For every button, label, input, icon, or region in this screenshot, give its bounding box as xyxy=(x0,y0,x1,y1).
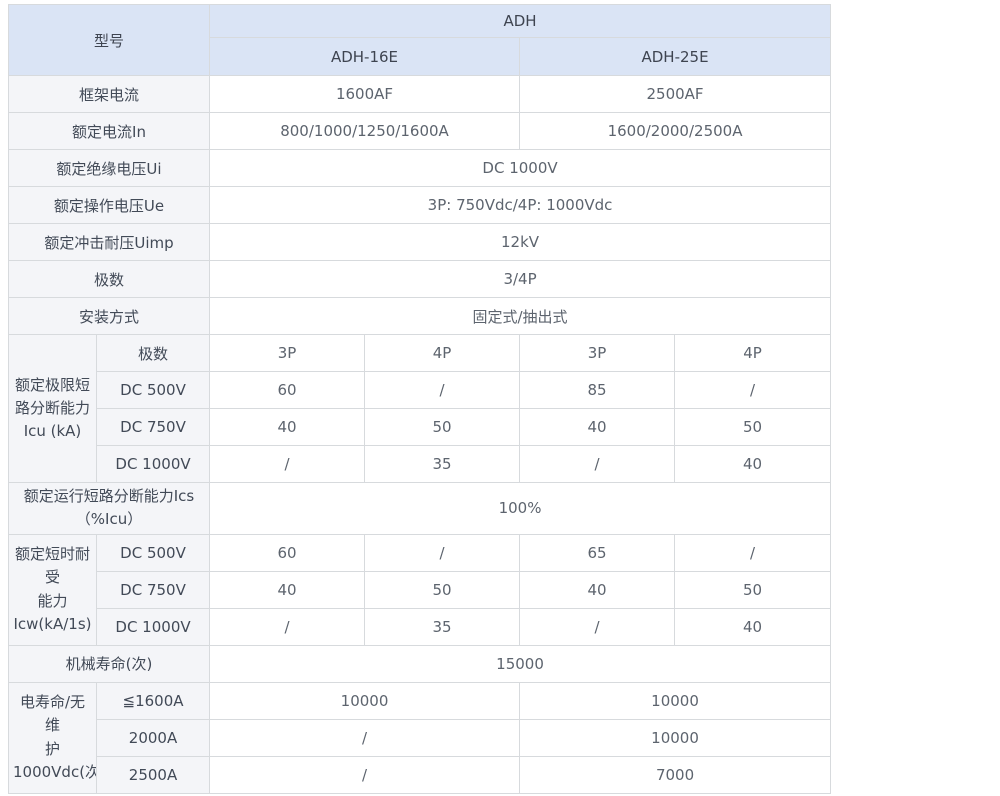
table-row: 2500A / 7000 xyxy=(9,755,832,794)
table-row: 额定运行短路分断能力Ics （%Icu） 100% xyxy=(7,482,832,535)
icu-dc1000-v3: / xyxy=(519,445,676,483)
icu-sub-label-dc1000: DC 1000V xyxy=(95,445,211,483)
table-row: 安装方式 固定式/抽出式 xyxy=(7,297,832,335)
icw-dc500-v3: 65 xyxy=(519,533,676,572)
icw-dc1000-v3: / xyxy=(519,607,676,646)
icw-dc750-v4: 50 xyxy=(674,570,832,609)
operating-voltage-value: 3P: 750Vdc/4P: 1000Vdc xyxy=(209,186,832,224)
insulation-voltage-value: DC 1000V xyxy=(209,149,832,187)
icu-dc500-v3: 85 xyxy=(519,371,676,409)
icu-dc500-v1: 60 xyxy=(209,371,366,409)
table-row: DC 500V 60 / 85 / xyxy=(9,371,832,409)
elife-sub-label-2000a: 2000A xyxy=(95,718,211,757)
table-row: 极数 3/4P xyxy=(7,260,832,298)
row-label-operating-voltage: 额定操作电压Ue xyxy=(7,186,211,224)
table-row: 框架电流 1600AF 2500AF xyxy=(7,75,832,113)
table-row: 额定极限短 路分断能力 Icu (kA) 极数 3P 4P 3P 4P xyxy=(8,334,832,483)
row-label-insulation-voltage: 额定绝缘电压Ui xyxy=(7,149,211,187)
icu-poles-25e-3p: 3P xyxy=(519,334,676,372)
row-label-frame-current: 框架电流 xyxy=(7,75,211,113)
icu-sub-label-dc750: DC 750V xyxy=(95,408,211,446)
icw-dc750-v3: 40 xyxy=(519,570,676,609)
row-label-rated-current: 额定电流In xyxy=(7,112,211,150)
table-row: 电寿命/无维 护 1000Vdc(次) ≦1600A 10000 10000 xyxy=(8,681,832,794)
icu-dc1000-v2: 35 xyxy=(364,445,521,483)
installation-value: 固定式/抽出式 xyxy=(209,297,832,335)
icu-dc1000-v4: 40 xyxy=(674,445,832,483)
adh-spec-table: 型号 ADH ADH-16E ADH-25E 框架电流 1600AF 2500A… xyxy=(7,4,832,794)
icw-dc750-v2: 50 xyxy=(364,570,521,609)
icw-dc1000-v4: 40 xyxy=(674,607,832,646)
table-row: 额定短时耐 受 能力 Icw(kA/1s) DC 500V 60 / 65 / xyxy=(8,533,832,646)
table-row: 额定绝缘电压Ui DC 1000V xyxy=(7,149,832,187)
elife-2500a-25e: 7000 xyxy=(519,755,832,794)
rated-current-25e: 1600/2000/2500A xyxy=(519,112,832,150)
icu-sub-label-poles: 极数 xyxy=(95,334,211,372)
icw-dc750-v1: 40 xyxy=(209,570,366,609)
icw-dc500-v1: 60 xyxy=(209,533,366,572)
icu-sub-label-dc500: DC 500V xyxy=(95,371,211,409)
table-row: DC 750V 40 50 40 50 xyxy=(9,408,832,446)
group-label-icw: 额定短时耐 受 能力 Icw(kA/1s) xyxy=(8,533,97,646)
icu-poles-25e-4p: 4P xyxy=(674,334,832,372)
poles-value: 3/4P xyxy=(209,260,832,298)
ics-value: 100% xyxy=(209,482,832,535)
table-row: 2000A / 10000 xyxy=(9,718,832,757)
row-label-mechanical-life: 机械寿命(次) xyxy=(7,644,211,683)
icw-sub-label-dc750: DC 750V xyxy=(95,570,211,609)
icu-dc500-v2: / xyxy=(364,371,521,409)
model-header-adh25e: ADH-25E xyxy=(519,37,832,76)
elife-sub-label-2500a: 2500A xyxy=(95,755,211,794)
model-header-adh16e: ADH-16E xyxy=(209,37,521,76)
icu-dc750-v2: 50 xyxy=(364,408,521,446)
icu-dc750-v3: 40 xyxy=(519,408,676,446)
row-label-installation: 安装方式 xyxy=(7,297,211,335)
icu-poles-16e-4p: 4P xyxy=(364,334,521,372)
row-label-impulse-voltage: 额定冲击耐压Uimp xyxy=(7,223,211,261)
table-row: 额定冲击耐压Uimp 12kV xyxy=(7,223,832,261)
icu-dc750-v4: 50 xyxy=(674,408,832,446)
impulse-voltage-value: 12kV xyxy=(209,223,832,261)
icu-poles-16e-3p: 3P xyxy=(209,334,366,372)
icw-dc500-v4: / xyxy=(674,533,832,572)
row-label-poles: 极数 xyxy=(7,260,211,298)
icw-dc1000-v2: 35 xyxy=(364,607,521,646)
rated-current-16e: 800/1000/1250/1600A xyxy=(209,112,521,150)
table-row: 机械寿命(次) 15000 xyxy=(7,644,832,683)
spec-table-container: 型号 ADH ADH-16E ADH-25E 框架电流 1600AF 2500A… xyxy=(7,4,832,794)
elife-2500a-16e: / xyxy=(209,755,521,794)
icu-dc750-v1: 40 xyxy=(209,408,366,446)
elife-2000a-16e: / xyxy=(209,718,521,757)
frame-current-16e: 1600AF xyxy=(209,75,521,113)
table-row: 额定操作电压Ue 3P: 750Vdc/4P: 1000Vdc xyxy=(7,186,832,224)
group-label-icu: 额定极限短 路分断能力 Icu (kA) xyxy=(8,334,97,483)
icw-sub-label-dc1000: DC 1000V xyxy=(95,607,211,646)
mechanical-life-value: 15000 xyxy=(209,644,832,683)
frame-current-25e: 2500AF xyxy=(519,75,832,113)
elife-sub-label-1600a: ≦1600A xyxy=(95,681,211,720)
elife-1600a-25e: 10000 xyxy=(519,681,832,720)
row-label-ics: 额定运行短路分断能力Ics （%Icu） xyxy=(7,482,211,535)
icu-dc1000-v1: / xyxy=(209,445,366,483)
table-row: 额定电流In 800/1000/1250/1600A 1600/2000/250… xyxy=(7,112,832,150)
table-row: DC 1000V / 35 / 40 xyxy=(9,445,832,483)
elife-1600a-16e: 10000 xyxy=(209,681,521,720)
icw-sub-label-dc500: DC 500V xyxy=(95,533,211,572)
elife-2000a-25e: 10000 xyxy=(519,718,832,757)
model-header-cell: 型号 xyxy=(7,4,211,76)
table-row: DC 750V 40 50 40 50 xyxy=(9,570,832,609)
group-label-electrical-life: 电寿命/无维 护 1000Vdc(次) xyxy=(8,681,97,794)
icu-dc500-v4: / xyxy=(674,371,832,409)
icw-dc500-v2: / xyxy=(364,533,521,572)
series-header-cell: ADH xyxy=(209,4,832,38)
table-row: DC 1000V / 35 / 40 xyxy=(9,607,832,646)
icw-dc1000-v1: / xyxy=(209,607,366,646)
